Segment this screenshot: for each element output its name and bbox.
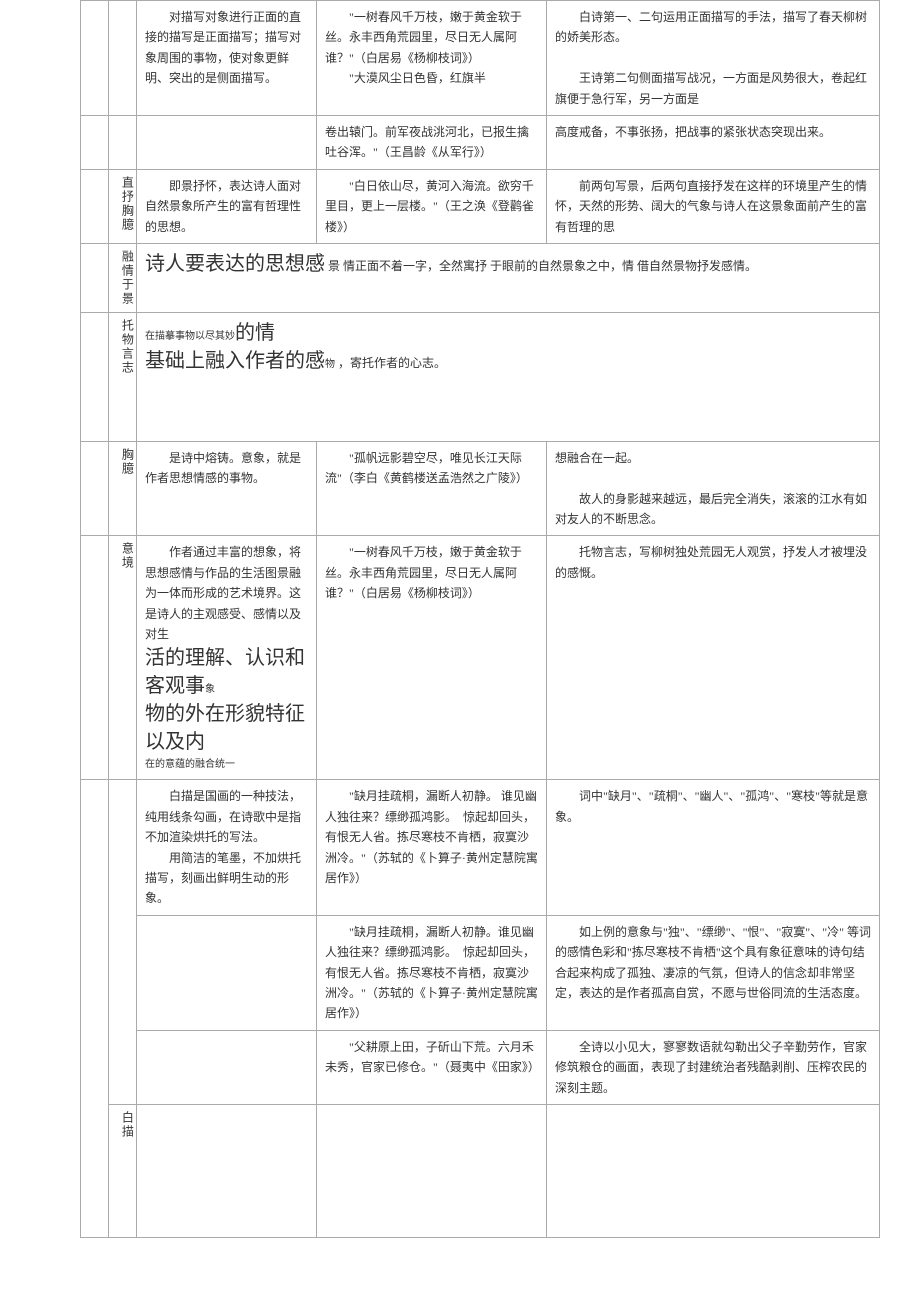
cell-example: "一树春风千万枝，嫩于黄金软于丝。永丰西角荒园里，尽日无人属阿谁？"（白居易《杨… (317, 1, 547, 116)
text: 在描摹事物以尽其妙 (145, 331, 235, 342)
page: 对描写对象进行正面的直接的描写是正面描写；描写对象周围的事物，使对象更鲜明、突出… (0, 0, 920, 1278)
cell-desc: 在描摹事物以尽其妙的情 基础上融入作者的感物 ，寄托作者的心志。 (137, 312, 880, 441)
table-row: 对描写对象进行正面的直接的描写是正面描写；描写对象周围的事物，使对象更鲜明、突出… (81, 1, 880, 116)
cell-analysis: 托物言志，写柳树独处荒园无人观赏，抒发人才被埋没的感慨。 (547, 536, 880, 780)
cell-label: 融情于景 (109, 243, 137, 312)
cell-desc (137, 1030, 317, 1104)
cell (109, 1, 137, 116)
table-row: 白描是国画的一种技法，纯用线条勾画，在诗歌中是指不加渲染烘托的写法。 用简洁的笔… (81, 780, 880, 915)
vertical-label: 融情于景 (117, 250, 137, 306)
vertical-label: 直抒胸臆 (117, 176, 137, 232)
text: 作者通过丰富的想象，将思想感情与作品的生活图景融为一体而形成的艺术境界。这是诗人… (145, 542, 308, 644)
cell-desc (137, 915, 317, 1030)
cell-desc: 白描是国画的一种技法，纯用线条勾画，在诗歌中是指不加渲染烘托的写法。 用简洁的笔… (137, 780, 317, 915)
cell (81, 169, 109, 243)
cell-label: 托物言志 (109, 312, 137, 441)
vertical-label: 意境 (117, 542, 137, 570)
text: 在的意蕴的融合统一 (145, 756, 308, 773)
cell (81, 312, 109, 441)
cell (81, 441, 109, 536)
cell-example: 卷出辕门。前军夜战洮河北，已报生擒吐谷浑。"（王昌龄《从军行》） (317, 115, 547, 169)
cell-example: "孤帆远影碧空尽，唯见长江天际流"（李白《黄鹤楼送孟浩然之广陵》） (317, 441, 547, 536)
cell-analysis: 想融合在一起。 故人的身影越来越远，最后完全消失，滚滚的江水有如对友人的不断思念… (547, 441, 880, 536)
cell (81, 780, 109, 1237)
cell (81, 115, 109, 169)
cell-analysis: 词中"缺月"、"疏桐"、"幽人"、"孤鸿"、"寒枝"等就是意象。 (547, 780, 880, 915)
cell (109, 780, 137, 1104)
table-row: 托物言志 在描摹事物以尽其妙的情 基础上融入作者的感物 ，寄托作者的心志。 (81, 312, 880, 441)
cell-label: 胸臆 (109, 441, 137, 536)
cell-desc: 即景抒怀，表达诗人面对自然景象所产生的富有哲理性的思想。 (137, 169, 317, 243)
text: ，寄托作者的心志。 (338, 356, 446, 370)
cell (137, 1104, 317, 1237)
cell-example: "白日依山尽，黄河入海流。欲穷千里目，更上一层楼。"（王之涣《登鹳雀楼》） (317, 169, 547, 243)
cell-analysis: 如上例的意象与"独"、"缥缈"、"恨"、"寂寞"、"冷" 等词的感情色彩和"拣尽… (547, 915, 880, 1030)
table-row: 胸臆 是诗中熔铸。意象，就是作者思想情感的事物。 "孤帆远影碧空尽，唯见长江天际… (81, 441, 880, 536)
cell-analysis: 白诗第一、二句运用正面描写的手法，描写了春天柳树的娇美形态。 王诗第二句侧面描写… (547, 1, 880, 116)
vertical-label: 托物言志 (117, 319, 137, 375)
overlay-text: 物的外在形貌特征以及内 (145, 703, 305, 753)
table-row: 白描 (81, 1104, 880, 1237)
cell (81, 536, 109, 780)
overlay-text: 的情 (235, 322, 275, 344)
overlay-text: 活的理解、认识和客观事 (145, 647, 305, 697)
cell-label: 直抒胸臆 (109, 169, 137, 243)
cell-example: "缺月挂疏桐，漏断人初静。谁见幽人独往来？缥缈孤鸿影。 惊起却回头，有恨无人省。… (317, 915, 547, 1030)
main-table: 对描写对象进行正面的直接的描写是正面描写；描写对象周围的事物，使对象更鲜明、突出… (80, 0, 880, 1238)
table-row: 融情于景 诗人要表达的思想感 景 情正面不着一字，全然寓抒 于眼前的自然景象之中… (81, 243, 880, 312)
cell-label: 白描 (109, 1104, 137, 1237)
cell-example: "一树春风千万枝，嫩于黄金软于丝。永丰西角荒园里，尽日无人属阿谁？"（白居易《杨… (317, 536, 547, 780)
cell-desc (137, 115, 317, 169)
table-row: 意境 作者通过丰富的想象，将思想感情与作品的生活图景融为一体而形成的艺术境界。这… (81, 536, 880, 780)
text: 景 情正面不着一字，全然寓抒 于眼前的自然景象之中，情 借自然景物抒发感情。 (328, 259, 757, 273)
cell-desc: 对描写对象进行正面的直接的描写是正面描写；描写对象周围的事物，使对象更鲜明、突出… (137, 1, 317, 116)
cell-label: 意境 (109, 536, 137, 780)
table-row: 卷出辕门。前军夜战洮河北，已报生擒吐谷浑。"（王昌龄《从军行》） 高度戒备，不事… (81, 115, 880, 169)
cell-desc: 是诗中熔铸。意象，就是作者思想情感的事物。 (137, 441, 317, 536)
table-row: "父耕原上田，子斫山下荒。六月禾未秀，官家已修仓。"（聂夷中《田家》） 全诗以小… (81, 1030, 880, 1104)
vertical-label: 胸臆 (117, 448, 137, 476)
cell-desc: 诗人要表达的思想感 景 情正面不着一字，全然寓抒 于眼前的自然景象之中，情 借自… (137, 243, 880, 312)
cell-analysis: 前两句写景，后两句直接抒发在这样的环境里产生的情怀，天然的形势、阔大的气象与诗人… (547, 169, 880, 243)
cell-analysis: 高度戒备，不事张扬，把战事的紧张状态突现出来。 (547, 115, 880, 169)
table-row: 直抒胸臆 即景抒怀，表达诗人面对自然景象所产生的富有哲理性的思想。 "白日依山尽… (81, 169, 880, 243)
cell (81, 243, 109, 312)
cell-analysis: 全诗以小见大，寥寥数语就勾勒出父子辛勤劳作，官家修筑粮仓的画面，表现了封建统治者… (547, 1030, 880, 1104)
overlay-text: 基础上融入作者的感 (145, 350, 325, 372)
cell-desc: 作者通过丰富的想象，将思想感情与作品的生活图景融为一体而形成的艺术境界。这是诗人… (137, 536, 317, 780)
overlay-text: 诗人要表达的思想感 (145, 253, 325, 275)
cell (81, 1, 109, 116)
cell (317, 1104, 547, 1237)
cell-example: "缺月挂疏桐，漏断人初静。 谁见幽人独往来？缥缈孤鸿影。 惊起却回头，有恨无人省… (317, 780, 547, 915)
cell-example: "父耕原上田，子斫山下荒。六月禾未秀，官家已修仓。"（聂夷中《田家》） (317, 1030, 547, 1104)
table-row: "缺月挂疏桐，漏断人初静。谁见幽人独往来？缥缈孤鸿影。 惊起却回头，有恨无人省。… (81, 915, 880, 1030)
cell (109, 115, 137, 169)
cell (547, 1104, 880, 1237)
vertical-label: 白描 (117, 1111, 137, 1139)
